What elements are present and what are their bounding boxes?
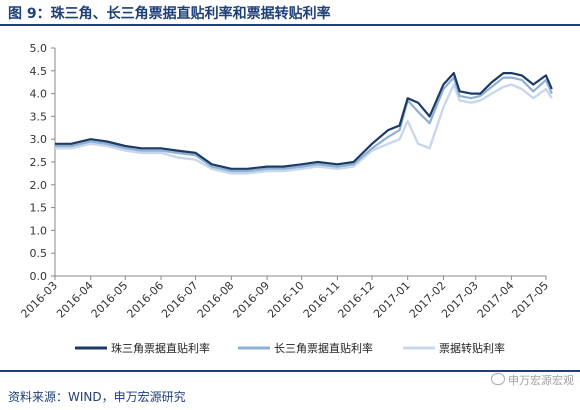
x-tick-label: 2017-01: [371, 279, 413, 321]
y-tick-label: 3.0: [30, 133, 48, 146]
y-tick-label: 1.5: [30, 202, 48, 215]
y-tick-label: 3.5: [30, 110, 48, 123]
x-tick-label: 2016-05: [89, 279, 131, 321]
x-tick-label: 2016-10: [265, 279, 307, 321]
y-tick-label: 4.5: [30, 65, 48, 78]
legend-label-2: 长三角票据直贴利率: [274, 341, 373, 355]
x-tick-label: 2016-06: [124, 279, 166, 321]
watermark: 申万宏源宏观: [491, 372, 574, 388]
y-tick-label: 0.5: [30, 247, 48, 260]
chart-axes: 0.0 0.5 1.0 1.5 2.0 2.5 3.0 3.5 4.0 4.5 5.0 2016-03…: [18, 42, 551, 321]
x-tick-label: 2017-05: [509, 279, 551, 321]
source-note: 资料来源：WIND，申万宏源研究: [8, 390, 186, 404]
title-bar: 图 9：珠三角、长三角票据直贴利率和票据转贴利率: [0, 0, 580, 26]
x-tick-label: 2016-04: [54, 279, 96, 321]
x-tick-label: 2016-08: [195, 279, 237, 321]
series-line-2: [55, 76, 553, 173]
x-tick-label: 2016-03: [18, 279, 60, 321]
wechat-icon: [491, 373, 505, 385]
x-tick-label: 2016-11: [301, 279, 343, 321]
line-chart: 0.0 0.5 1.0 1.5 2.0 2.5 3.0 3.5 4.0 4.5 5.0 2016-03…: [18, 42, 553, 355]
series-line-1: [55, 71, 553, 170]
watermark-text: 申万宏源宏观: [508, 374, 574, 387]
y-tick-label: 2.5: [30, 156, 48, 169]
chart-series: [55, 71, 553, 175]
y-tick-label: 1.0: [30, 224, 48, 237]
legend-label-3: 票据转贴利率: [439, 341, 505, 355]
footer-divider: [0, 370, 580, 372]
x-tick-label: 2017-04: [475, 279, 517, 321]
x-tick-label: 2016-07: [159, 279, 201, 321]
chart-legend: 珠三角票据直贴利率 长三角票据直贴利率 票据转贴利率: [75, 341, 505, 355]
y-tick-label: 5.0: [30, 42, 48, 55]
y-tick-label: 0.0: [30, 270, 48, 283]
x-tick-label: 2016-12: [335, 279, 377, 321]
x-tick-label: 2016-09: [230, 279, 272, 321]
legend-label-1: 珠三角票据直贴利率: [111, 341, 210, 355]
y-tick-label: 2.0: [30, 179, 48, 192]
figure-title: 图 9：珠三角、长三角票据直贴利率和票据转贴利率: [8, 6, 331, 22]
series-line-3: [55, 83, 553, 175]
y-tick-label: 4.0: [30, 88, 48, 101]
